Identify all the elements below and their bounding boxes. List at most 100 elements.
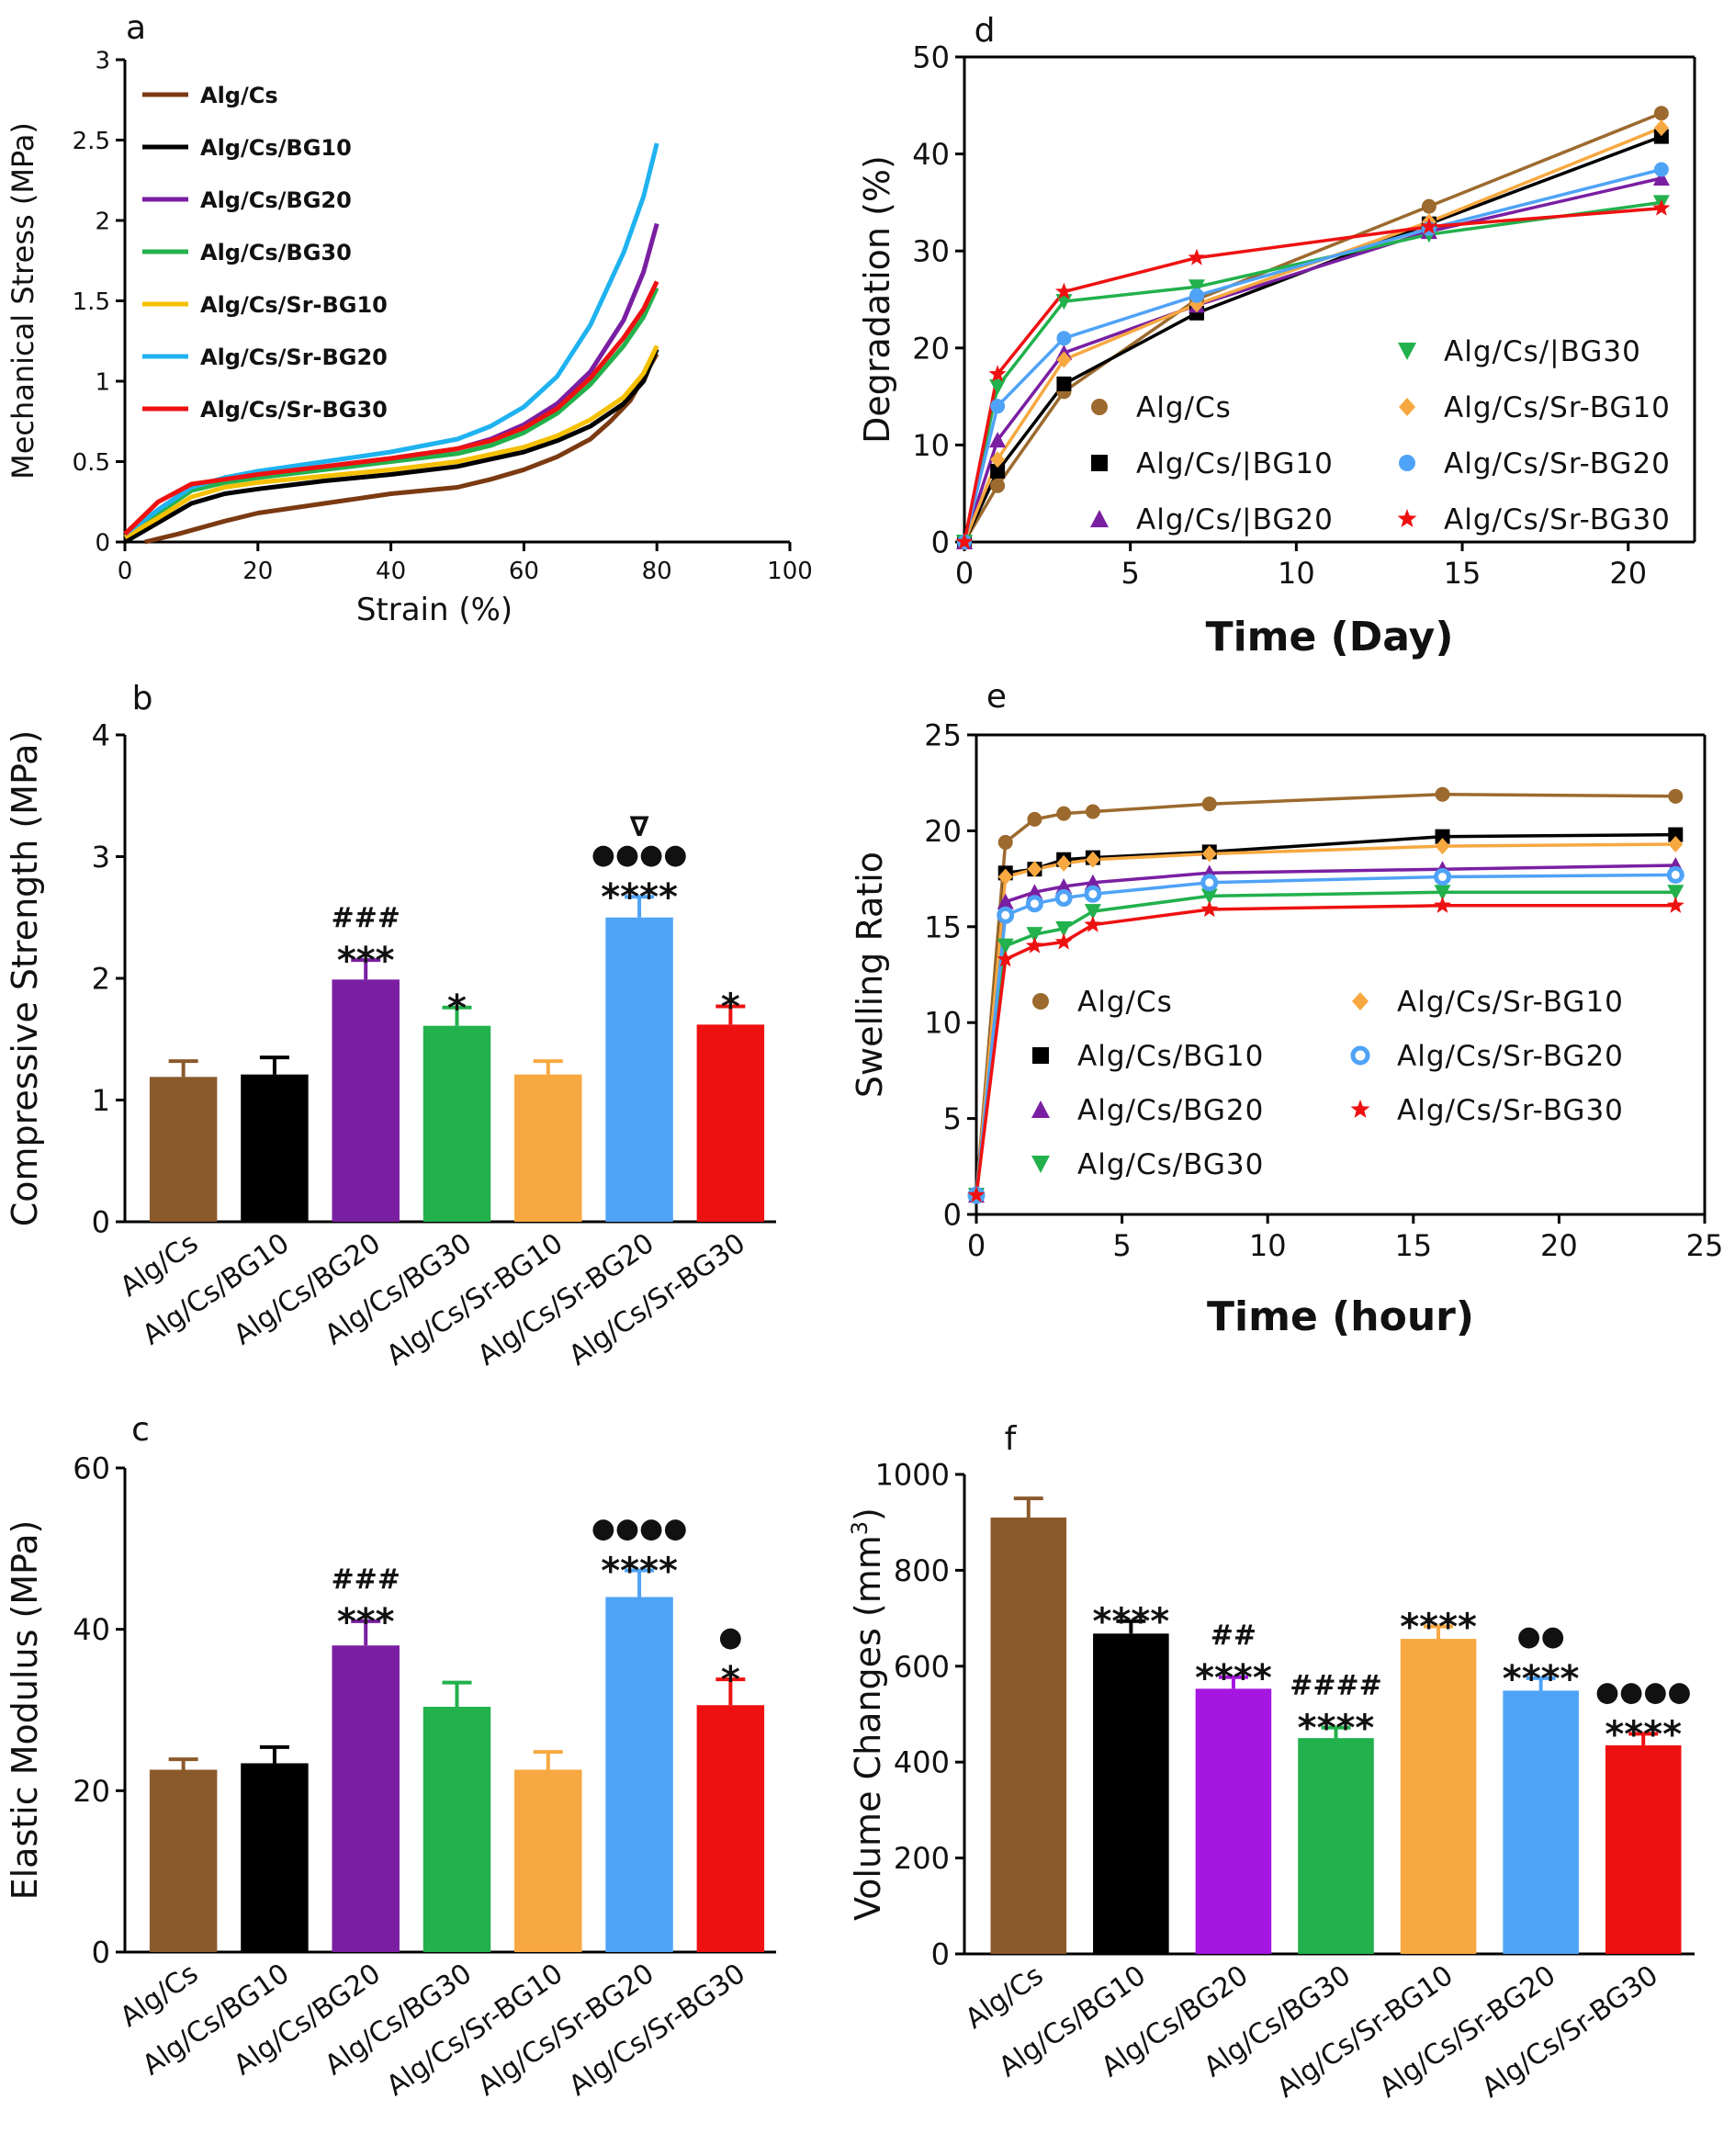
e-data-point	[1025, 895, 1043, 913]
e-data-point	[1435, 786, 1450, 802]
d-data-point	[989, 379, 1007, 396]
d-y-tick-label: 50	[912, 40, 950, 75]
f-bar	[1503, 1690, 1579, 1954]
e-data-point	[1668, 827, 1684, 842]
d-y-tick-label: 20	[912, 331, 950, 366]
d-legend-label: Alg/Cs/Sr-BG30	[1444, 503, 1671, 536]
d-legend-label: Alg/Cs/|BG30	[1444, 335, 1641, 368]
e-data-point	[1201, 845, 1217, 863]
e-legend-marker	[1350, 1045, 1370, 1066]
b-bar	[149, 1077, 218, 1222]
a-x-tick-label: 20	[242, 558, 273, 585]
f-bar	[1298, 1738, 1374, 1954]
d-data-point	[1189, 288, 1204, 303]
f-bar	[1605, 1744, 1682, 1954]
f-x-tick-label: Alg/Cs/Sr-BG20	[1374, 1959, 1562, 2105]
d-legend-label: Alg/Cs/Sr-BG10	[1444, 391, 1671, 424]
d-data-point	[990, 399, 1006, 414]
f-significance-mark: ****	[1195, 1657, 1272, 1699]
e-x-tick-label: 20	[1540, 1228, 1578, 1263]
a-y-tick-label: 0.5	[73, 449, 110, 477]
e-data-point	[1434, 896, 1451, 913]
f-x-tick-label: Alg/Cs/Sr-BG10	[1271, 1959, 1459, 2105]
d-legend-label: Alg/Cs/|BG20	[1136, 503, 1334, 536]
e-legend-marker	[1352, 992, 1369, 1010]
e-legend-label: Alg/Cs/Sr-BG20	[1397, 1040, 1624, 1073]
f-significance-mark: ####	[1290, 1670, 1382, 1702]
e-data-point	[1025, 936, 1043, 954]
f-significance-mark: ##	[1211, 1620, 1256, 1652]
e-data-point	[1084, 874, 1101, 890]
d-x-tick-label: 5	[1121, 556, 1140, 591]
e-y-tick-label: 5	[943, 1101, 962, 1136]
c-bar	[696, 1705, 765, 1952]
b-bar	[696, 1024, 765, 1222]
d-data-point	[990, 478, 1006, 493]
d-data-point	[955, 533, 974, 550]
d-series-line	[963, 206, 1662, 543]
e-legend-marker	[1032, 1047, 1049, 1064]
e-legend-marker	[1031, 1156, 1050, 1173]
d-data-point	[1188, 279, 1205, 296]
b-panel-label: b	[132, 680, 153, 717]
a-legend-label: Alg/Cs/BG30	[200, 240, 352, 265]
b-y-tick-label: 0	[92, 1205, 110, 1240]
c-significance-mark: ●	[718, 1621, 742, 1654]
d-data-point	[988, 365, 1007, 382]
d-series-line	[963, 200, 1662, 543]
b-y-tick-label: 4	[92, 718, 110, 753]
e-data-point	[997, 893, 1014, 909]
b-bar	[605, 917, 673, 1222]
a-legend-label: Alg/Cs/BG10	[200, 135, 352, 161]
d-data-point	[1056, 351, 1072, 368]
f-significance-mark: ●●●●	[1595, 1676, 1692, 1708]
d-legend-marker	[1397, 509, 1417, 527]
e-panel-label: e	[986, 678, 1007, 716]
f-y-tick-label: 1000	[875, 1458, 950, 1493]
e-legend-label: Alg/Cs/BG20	[1077, 1094, 1264, 1127]
a-legend-label: Alg/Cs	[200, 83, 278, 108]
f-y-tick-label: 600	[894, 1649, 950, 1684]
e-x-axis-label: Time (hour)	[1207, 1293, 1474, 1340]
e-x-tick-label: 25	[1686, 1228, 1724, 1263]
e-data-point	[1668, 836, 1684, 853]
e-data-point	[1055, 877, 1073, 894]
panel-d: 0 10 20 30 40 50 Degradation (%) d 0 5 10 15 20 Time …	[857, 12, 1696, 660]
e-data-point	[967, 1186, 986, 1203]
e-data-point	[997, 834, 1013, 850]
b-significance-mark: *	[447, 988, 467, 1030]
e-legend-label: Alg/Cs/Sr-BG30	[1397, 1094, 1624, 1127]
d-x-tick-label: 0	[955, 556, 974, 591]
f-y-tick-label: 400	[894, 1745, 950, 1780]
e-data-point	[1056, 806, 1072, 821]
d-x-tick-label: 10	[1278, 556, 1315, 591]
d-legend-label: Alg/Cs	[1136, 391, 1232, 424]
b-significance-mark: ∇	[630, 811, 649, 843]
a-legend-label: Alg/Cs/Sr-BG30	[200, 397, 388, 423]
a-x-tick-label: 0	[118, 558, 133, 585]
d-series-line	[963, 111, 1662, 543]
b-bar	[514, 1074, 582, 1222]
e-data-point	[997, 950, 1015, 967]
a-legend-label: Alg/Cs/Sr-BG10	[200, 292, 388, 318]
panel-f: 0 200 400 600 800 1000 Volume Changes (mm3) f Al…	[847, 1420, 1695, 2105]
c-bar	[514, 1769, 582, 1952]
a-y-tick-label: 2	[95, 208, 110, 235]
d-legend-marker	[1399, 398, 1415, 416]
c-y-tick-label: 20	[73, 1774, 110, 1809]
b-bar	[332, 979, 400, 1222]
e-data-point	[1434, 868, 1452, 886]
e-x-tick-label: 5	[1112, 1228, 1131, 1263]
e-x-tick-label: 10	[1249, 1228, 1287, 1263]
a-series-line	[123, 348, 659, 545]
f-y-tick-label: 0	[931, 1937, 950, 1972]
e-data-point	[1055, 920, 1073, 937]
d-data-point	[1056, 331, 1072, 346]
e-x-tick-label: 15	[1394, 1228, 1432, 1263]
f-significance-mark: ****	[1503, 1658, 1580, 1700]
d-data-point	[1653, 129, 1669, 144]
d-data-point	[1054, 282, 1073, 299]
e-data-point	[1085, 851, 1100, 868]
d-x-tick-label: 15	[1444, 556, 1482, 591]
